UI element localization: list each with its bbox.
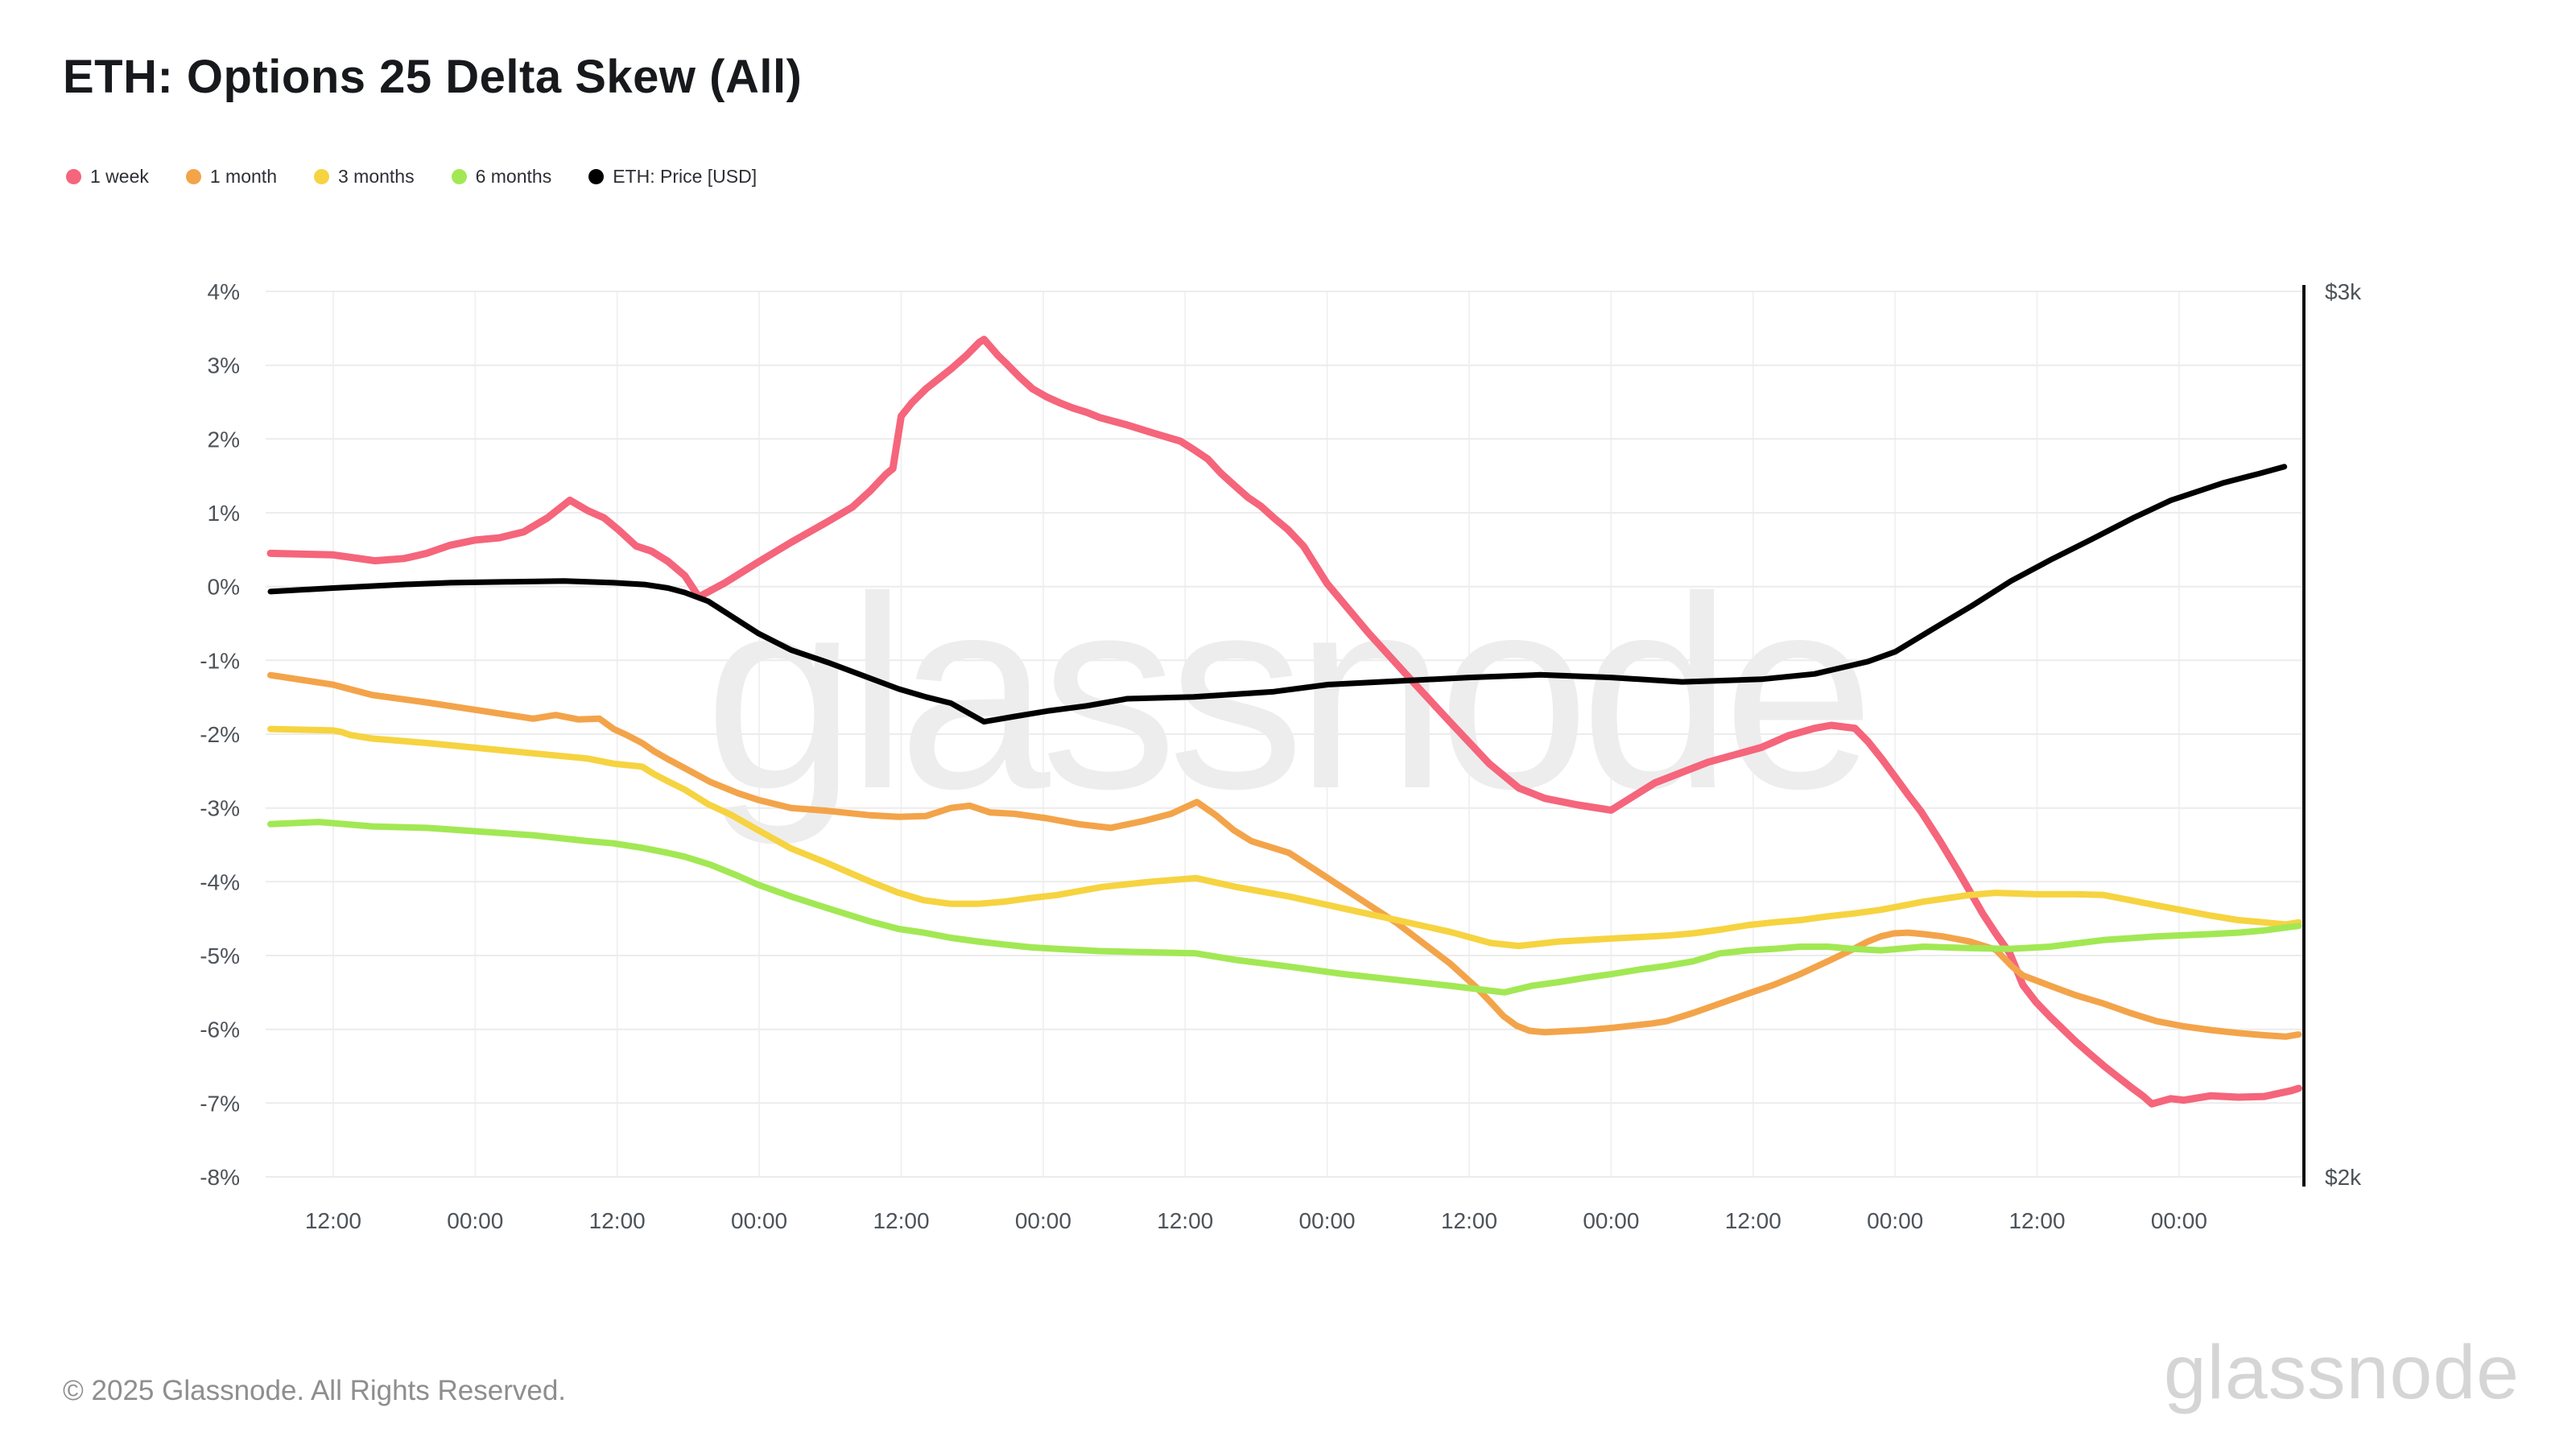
x-axis-label: 00:00 <box>447 1208 503 1233</box>
y-axis-left-label: 0% <box>208 575 240 600</box>
y-axis-right-label: $3k <box>2325 279 2362 304</box>
chart-title: ETH: Options 25 Delta Skew (All) <box>63 51 803 103</box>
x-axis-label: 00:00 <box>731 1208 787 1233</box>
y-axis-left-label: 3% <box>208 353 240 378</box>
y-axis-left-label: 2% <box>208 427 240 452</box>
y-axis-left-label: -3% <box>200 796 240 821</box>
x-axis-label: 12:00 <box>2008 1208 2065 1233</box>
legend-label: 3 months <box>337 166 415 187</box>
legend-label: ETH: Price [USD] <box>613 166 758 187</box>
y-axis-left-label: -8% <box>200 1165 240 1190</box>
legend-dot-eth-price-usd <box>588 169 605 184</box>
legend-dot-3-months <box>313 169 329 184</box>
y-axis-left-label: 4% <box>208 279 240 304</box>
y-axis-left-label: -2% <box>200 722 240 747</box>
glassnode-logo: glassnode <box>2163 1330 2520 1415</box>
x-axis-label: 12:00 <box>589 1208 646 1233</box>
legend-item-3-months[interactable]: 3 months <box>313 166 415 188</box>
legend-item-6-months[interactable]: 6 months <box>451 166 552 188</box>
y-axis-left-label: -6% <box>200 1018 240 1042</box>
legend-item-1-week[interactable]: 1 week <box>66 166 149 188</box>
legend-item-eth-price-usd[interactable]: ETH: Price [USD] <box>588 166 757 188</box>
x-axis-label: 00:00 <box>1583 1208 1639 1233</box>
legend-dot-6-months <box>451 169 467 184</box>
watermark: glassnode <box>704 540 1865 847</box>
legend: 1 week 1 month 3 months 6 months ETH: Price … <box>66 166 757 188</box>
y-axis-right-label: $2k <box>2325 1165 2362 1190</box>
x-axis-label: 00:00 <box>2151 1208 2207 1233</box>
series-line-3-months <box>267 725 2302 950</box>
x-axis-label: 00:00 <box>1015 1208 1071 1233</box>
legend-label: 6 months <box>475 166 552 187</box>
x-axis-label: 00:00 <box>1867 1208 1923 1233</box>
legend-dot-1-month <box>185 169 201 184</box>
legend-label: 1 month <box>209 166 277 187</box>
x-axis-label: 12:00 <box>305 1208 361 1233</box>
legend-item-1-month[interactable]: 1 month <box>185 166 277 188</box>
y-axis-left-label: -1% <box>200 648 240 673</box>
x-axis-label: 12:00 <box>1157 1208 1213 1233</box>
y-axis-left-label: -5% <box>200 943 240 968</box>
x-axis-label: 12:00 <box>1725 1208 1781 1233</box>
series-line-1-week <box>266 336 2302 1108</box>
y-axis-left-label: -7% <box>200 1091 240 1116</box>
x-axis-label: 12:00 <box>873 1208 929 1233</box>
x-axis-label: 00:00 <box>1299 1208 1356 1233</box>
series-line-6-months <box>267 819 2302 996</box>
copyright-text: © 2025 Glassnode. All Rights Reserved. <box>63 1375 567 1406</box>
y-axis-left-label: 1% <box>208 501 240 526</box>
legend-dot-1-week <box>66 169 81 184</box>
y-axis-left-label: -4% <box>200 869 240 894</box>
x-axis-label: 12:00 <box>1441 1208 1497 1233</box>
series-line-eth-price-usd <box>267 464 2288 725</box>
legend-label: 1 week <box>90 166 149 187</box>
